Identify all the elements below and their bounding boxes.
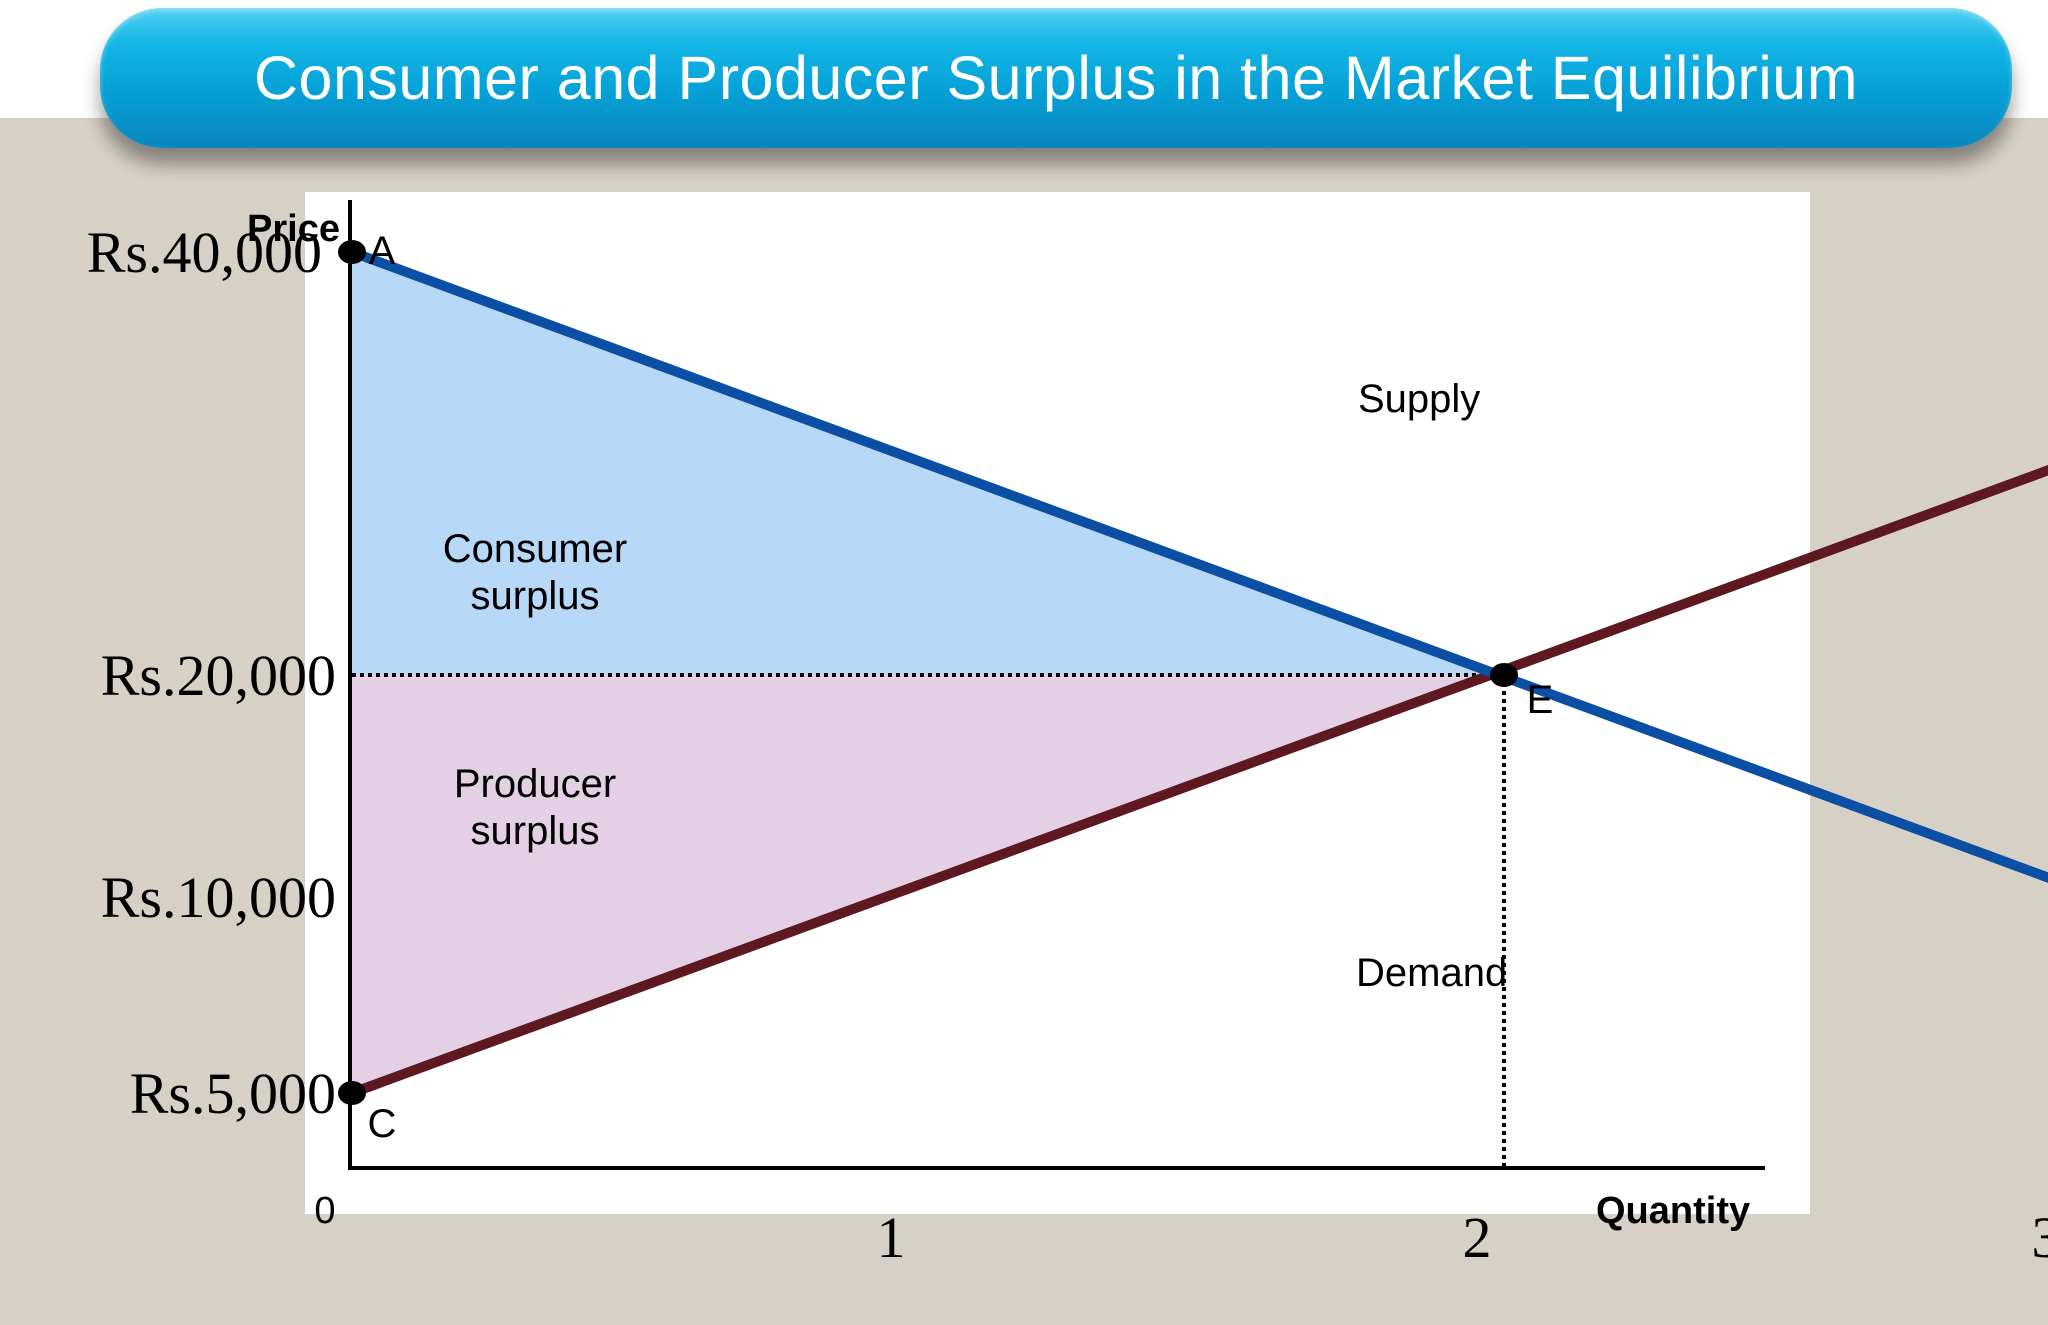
y-tick-label: Rs.40,000 xyxy=(87,220,322,285)
producer-surplus-label-line2: surplus xyxy=(471,809,600,853)
point-label-a: A xyxy=(369,229,396,273)
point-label-e: E xyxy=(1527,678,1554,722)
y-tick-label: Rs.20,000 xyxy=(101,643,336,708)
x-axis-label: Quantity xyxy=(1596,1190,1750,1232)
producer-surplus-label-line1: Producer xyxy=(454,762,616,806)
point-marker-a xyxy=(338,240,366,264)
consumer-surplus-label-line1: Consumer xyxy=(443,527,628,571)
y-axis-label: Price xyxy=(247,208,340,250)
x-tick-label: 3 xyxy=(2032,1205,2048,1270)
origin-label: 0 xyxy=(314,1190,335,1232)
consumer-surplus-label-line2: surplus xyxy=(471,574,600,618)
point-marker-c xyxy=(338,1081,366,1105)
title-banner: Consumer and Producer Surplus in the Mar… xyxy=(100,8,2012,148)
point-label-c: C xyxy=(368,1102,397,1146)
demand-series-label: Demand xyxy=(1356,951,1507,995)
y-tick-label: Rs.10,000 xyxy=(101,865,336,930)
point-marker-e xyxy=(1490,663,1518,687)
supply-series-label: Supply xyxy=(1358,377,1480,421)
x-tick-label: 2 xyxy=(1463,1205,1492,1270)
chart-title: Consumer and Producer Surplus in the Mar… xyxy=(253,44,1859,112)
y-tick-label: Rs.5,000 xyxy=(130,1061,336,1126)
x-tick-label: 1 xyxy=(877,1205,906,1270)
